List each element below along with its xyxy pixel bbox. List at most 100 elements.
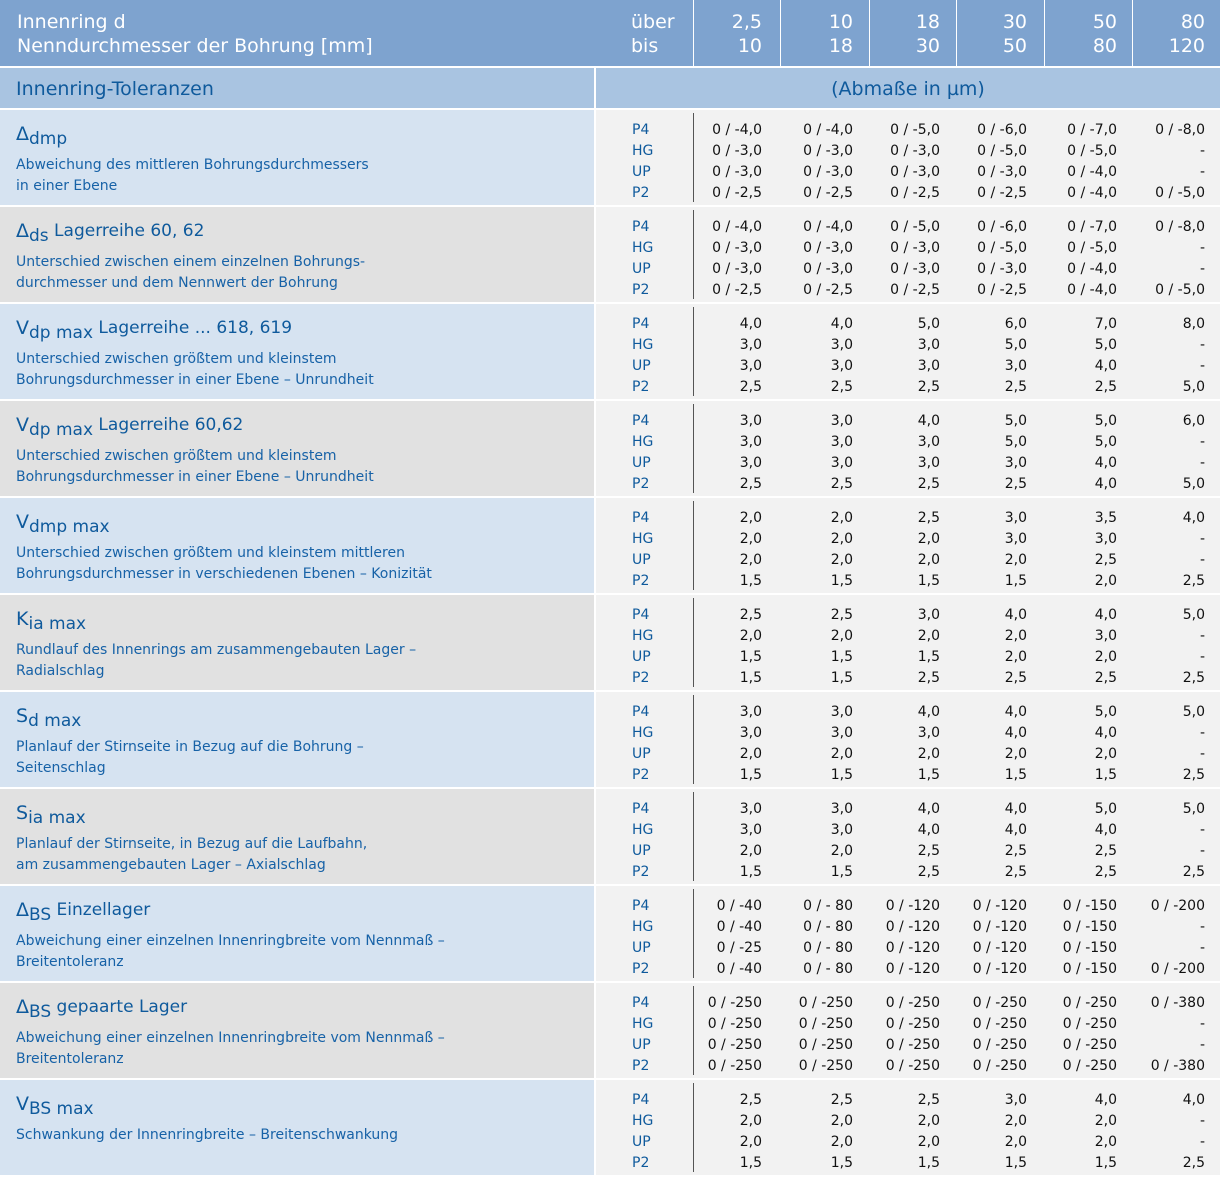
- table-cell: 5,0: [1004, 434, 1027, 450]
- table-cell: 3,0: [917, 607, 940, 623]
- values-divider: [693, 1083, 694, 1172]
- row-title-extension: Lagerreihe 60,62: [93, 415, 244, 435]
- table-cell: 0 / -250: [1062, 995, 1117, 1011]
- table-cell: 0 / -40: [716, 919, 762, 935]
- table-cell: 2,0: [739, 552, 762, 568]
- row-divider: [594, 207, 596, 302]
- table-cell: 0 / -380: [1150, 995, 1205, 1011]
- row-label-panel: [0, 207, 594, 302]
- row-title: Sia max: [16, 801, 86, 828]
- table-cell: 1,5: [830, 573, 853, 589]
- table-row: ΔBS Einzellager Abweichung einer einzelne…: [0, 886, 1220, 983]
- tolerance-class-label: HG: [632, 628, 654, 644]
- table-cell: -: [1199, 434, 1205, 450]
- table-cell: 0 / -250: [972, 1037, 1027, 1053]
- table-cell: -: [1199, 940, 1205, 956]
- row-description-line: Schwankung der Innenringbreite – Breiten…: [16, 1127, 399, 1143]
- table-cell: 1,5: [917, 1155, 940, 1171]
- table-cell: 0 / -8,0: [1155, 219, 1205, 235]
- table-cell: 0 / -250: [1062, 1016, 1117, 1032]
- tolerance-class-label: P4: [632, 607, 650, 623]
- row-description: Abweichung einer einzelnen Innenringbrei…: [16, 1028, 445, 1070]
- table-cell: 0 / - 80: [803, 919, 853, 935]
- table-cell: 4,0: [917, 801, 940, 817]
- row-separator: [0, 399, 1220, 401]
- table-cell: 0 / -150: [1062, 961, 1117, 977]
- table-cell: 2,5: [1182, 670, 1205, 686]
- header-column-divider: [1132, 0, 1133, 68]
- table-cell: 3,0: [739, 822, 762, 838]
- header-bis-value: 10: [737, 35, 762, 57]
- table-cell: 0 / -3,0: [712, 143, 762, 159]
- table-cell: -: [1199, 746, 1205, 762]
- row-divider: [594, 886, 596, 981]
- table-cell: 2,5: [917, 1092, 940, 1108]
- row-values-panel: [596, 110, 1220, 205]
- table-cell: 3,0: [830, 455, 853, 471]
- table-row: Δds Lagerreihe 60, 62 Unterschied zwische…: [0, 207, 1220, 304]
- table-cell: -: [1199, 1134, 1205, 1150]
- row-description-line: Planlauf der Stirnseite in Bezug auf die…: [16, 739, 364, 755]
- table-cell: 4,0: [1094, 1092, 1117, 1108]
- table-cell: 0 / -250: [798, 1058, 853, 1074]
- table-cell: 3,0: [917, 337, 940, 353]
- table-cell: 0 / -4,0: [712, 122, 762, 138]
- row-description-line: Abweichung des mittleren Bohrungsdurchme…: [16, 157, 369, 173]
- row-description-line: Rundlauf des Innenrings am zusammengebau…: [16, 642, 417, 658]
- tolerance-class-label: HG: [632, 143, 654, 159]
- table-cell: 0 / -5,0: [890, 219, 940, 235]
- tolerance-class-label: P2: [632, 379, 650, 395]
- table-cell: -: [1199, 919, 1205, 935]
- row-description-line: Bohrungsdurchmesser in einer Ebene – Unr…: [16, 372, 374, 388]
- row-description-line: in einer Ebene: [16, 178, 118, 194]
- header-column-divider: [1044, 0, 1045, 68]
- unit-label: (Abmaße in µm): [831, 78, 985, 100]
- table-cell: 2,5: [1094, 552, 1117, 568]
- row-symbol-subscript: ia max: [28, 808, 86, 828]
- table-cell: 0 / -5,0: [1155, 282, 1205, 298]
- row-divider: [594, 498, 596, 593]
- table-cell: 1,5: [739, 1155, 762, 1171]
- table-cell: 5,0: [1004, 337, 1027, 353]
- table-cell: -: [1199, 531, 1205, 547]
- table-cell: 2,0: [1094, 1113, 1117, 1129]
- section-bar: Innenring-Toleranzen (Abmaße in µm): [0, 68, 1220, 110]
- table-cell: 2,0: [917, 628, 940, 644]
- table-cell: 0 / -250: [972, 1016, 1027, 1032]
- row-label-panel: [0, 789, 594, 884]
- tolerance-class-label: P4: [632, 801, 650, 817]
- header-column-divider: [780, 0, 781, 68]
- row-separator: [0, 1175, 1220, 1177]
- table-cell: 4,0: [1004, 607, 1027, 623]
- tolerance-class-label: HG: [632, 531, 654, 547]
- row-values-panel: [596, 498, 1220, 593]
- row-description: Unterschied zwischen größtem und kleinst…: [16, 543, 432, 585]
- table-cell: -: [1199, 628, 1205, 644]
- table-header: Innenring d Nenndurchmesser der Bohrung …: [0, 0, 1220, 68]
- table-cell: 0 / -250: [972, 995, 1027, 1011]
- table-row: ΔBS gepaarte Lager Abweichung einer einze…: [0, 983, 1220, 1080]
- row-symbol: Δ: [16, 123, 29, 145]
- header-ueber-value: 80: [1180, 11, 1205, 33]
- table-cell: 0 / -250: [798, 1016, 853, 1032]
- table-row: Sd max Planlauf der Stirnseite in Bezug a…: [0, 692, 1220, 789]
- row-description: Planlauf der Stirnseite, in Bezug auf di…: [16, 834, 367, 876]
- table-cell: 3,0: [739, 337, 762, 353]
- header-column-divider: [956, 0, 957, 68]
- row-label-panel: [0, 304, 594, 399]
- table-cell: 0 / -4,0: [1067, 282, 1117, 298]
- table-cell: 0 / -250: [885, 1016, 940, 1032]
- row-title: ΔBS gepaarte Lager: [16, 995, 187, 1022]
- tolerance-class-label: P2: [632, 476, 650, 492]
- row-label-panel: [0, 1080, 594, 1175]
- row-divider: [594, 110, 596, 205]
- table-cell: 3,0: [1094, 531, 1117, 547]
- table-cell: 0 / -2,5: [712, 282, 762, 298]
- tolerance-class-label: HG: [632, 434, 654, 450]
- row-values-panel: [596, 886, 1220, 981]
- table-cell: 1,5: [739, 573, 762, 589]
- table-cell: 2,5: [1094, 379, 1117, 395]
- table-cell: 4,0: [1094, 455, 1117, 471]
- header-bis-value: 50: [1002, 35, 1027, 57]
- header-bis-value: 18: [828, 35, 853, 57]
